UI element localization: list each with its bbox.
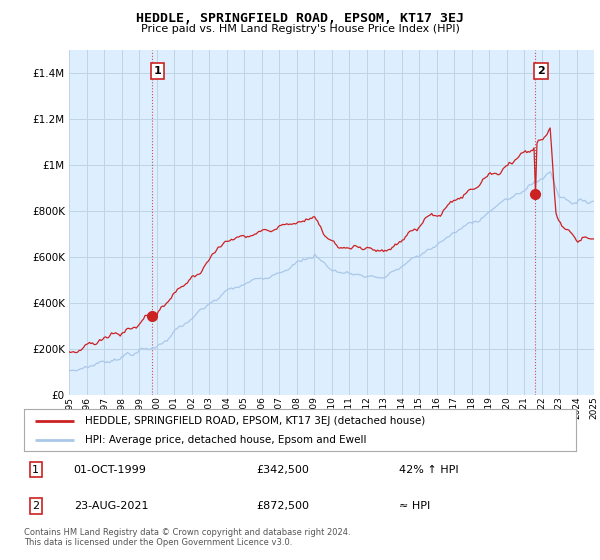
Text: 01-OCT-1999: 01-OCT-1999 [74, 465, 146, 475]
Text: £342,500: £342,500 [256, 465, 309, 475]
Text: Price paid vs. HM Land Registry's House Price Index (HPI): Price paid vs. HM Land Registry's House … [140, 24, 460, 34]
Text: 1: 1 [32, 465, 39, 475]
Text: 2: 2 [537, 66, 545, 76]
Text: HEDDLE, SPRINGFIELD ROAD, EPSOM, KT17 3EJ (detached house): HEDDLE, SPRINGFIELD ROAD, EPSOM, KT17 3E… [85, 416, 425, 426]
Text: 1: 1 [154, 66, 161, 76]
Text: HPI: Average price, detached house, Epsom and Ewell: HPI: Average price, detached house, Epso… [85, 435, 366, 445]
Text: 23-AUG-2021: 23-AUG-2021 [74, 501, 148, 511]
Text: ≈ HPI: ≈ HPI [400, 501, 431, 511]
Text: Contains HM Land Registry data © Crown copyright and database right 2024.
This d: Contains HM Land Registry data © Crown c… [24, 528, 350, 547]
Text: £872,500: £872,500 [256, 501, 309, 511]
Text: 2: 2 [32, 501, 40, 511]
Text: 42% ↑ HPI: 42% ↑ HPI [400, 465, 459, 475]
Text: HEDDLE, SPRINGFIELD ROAD, EPSOM, KT17 3EJ: HEDDLE, SPRINGFIELD ROAD, EPSOM, KT17 3E… [136, 12, 464, 25]
